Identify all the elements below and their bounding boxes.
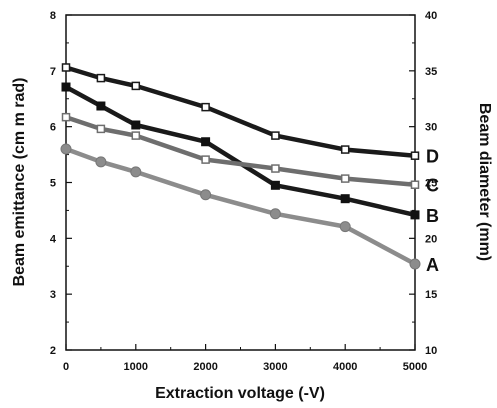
marker-D-0 xyxy=(63,64,70,71)
marker-C-5 xyxy=(342,175,349,182)
x-tick-label-5: 5000 xyxy=(403,361,427,373)
marker-C-1 xyxy=(97,125,104,132)
series-lines xyxy=(66,68,415,265)
y-right-tick-label-5: 35 xyxy=(425,66,437,78)
marker-B-0 xyxy=(62,83,70,91)
marker-B-4 xyxy=(271,181,279,189)
marker-B-6 xyxy=(411,211,419,219)
marker-C-0 xyxy=(63,114,70,121)
y-right-tick-label-1: 15 xyxy=(425,289,437,301)
y-left-tick-label-3: 5 xyxy=(50,178,56,190)
x-tick-label-3: 3000 xyxy=(263,361,287,373)
marker-A-5 xyxy=(340,222,350,232)
y-axis-title-left: Beam emittance (cm m rad) xyxy=(11,78,28,287)
marker-A-0 xyxy=(61,144,71,154)
tick-labels: 0 1000 2000 3000 4000 50002345678101520253035… xyxy=(50,10,437,373)
marker-D-2 xyxy=(132,82,139,89)
y-axis-title-right: Beam diameter (mm) xyxy=(476,103,493,261)
series-label-A: A xyxy=(426,255,439,275)
y-right-tick-label-4: 30 xyxy=(425,122,437,134)
x-tick-label-0: 0 xyxy=(63,361,69,373)
series-labels: A BCD xyxy=(426,147,439,275)
marker-C-3 xyxy=(202,156,209,163)
x-tick-label-1: 1000 xyxy=(124,361,148,373)
series-label-C: C xyxy=(426,176,439,196)
y-left-tick-label-4: 6 xyxy=(50,122,56,134)
y-right-tick-label-6: 40 xyxy=(425,10,437,22)
marker-B-5 xyxy=(341,195,349,203)
series-label-D: D xyxy=(426,147,439,167)
marker-D-3 xyxy=(202,104,209,111)
ticks xyxy=(66,15,415,350)
marker-B-3 xyxy=(202,138,210,146)
marker-A-4 xyxy=(270,209,280,219)
y-left-tick-label-1: 3 xyxy=(50,289,56,301)
x-tick-label-2: 2000 xyxy=(193,361,217,373)
plot-frame xyxy=(66,15,415,350)
marker-B-2 xyxy=(132,121,140,129)
marker-D-4 xyxy=(272,132,279,139)
marker-D-5 xyxy=(342,146,349,153)
marker-A-2 xyxy=(131,167,141,177)
y-left-tick-label-5: 7 xyxy=(50,66,56,78)
series-label-B: B xyxy=(426,206,439,226)
marker-D-1 xyxy=(97,75,104,82)
series-line-D xyxy=(66,68,415,156)
marker-C-2 xyxy=(132,132,139,139)
marker-D-6 xyxy=(412,152,419,159)
x-axis-title: Extraction voltage (-V) xyxy=(155,385,325,402)
marker-A-1 xyxy=(96,157,106,167)
y-right-tick-label-2: 20 xyxy=(425,233,437,245)
y-left-tick-label-2: 4 xyxy=(50,233,57,245)
y-right-tick-label-0: 10 xyxy=(425,345,437,357)
y-left-tick-label-0: 2 xyxy=(50,345,56,357)
marker-B-1 xyxy=(97,102,105,110)
y-left-tick-label-6: 8 xyxy=(50,10,56,22)
x-tick-label-4: 4000 xyxy=(333,361,357,373)
marker-C-4 xyxy=(272,165,279,172)
marker-C-6 xyxy=(412,181,419,188)
marker-A-3 xyxy=(201,190,211,200)
marker-A-6 xyxy=(410,259,420,269)
